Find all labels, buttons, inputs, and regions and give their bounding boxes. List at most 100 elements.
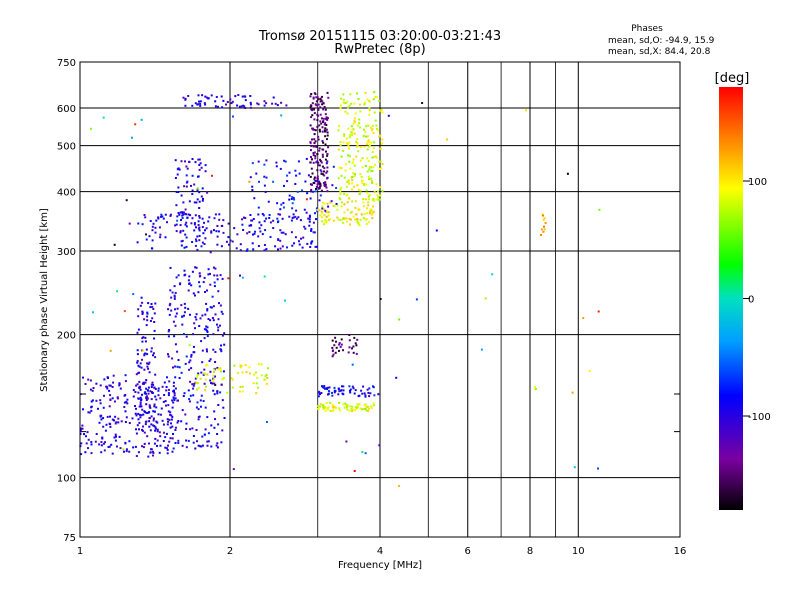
x-tick-label: 6 <box>465 546 471 557</box>
data-point <box>114 435 117 438</box>
y-tick-label: 750 <box>57 58 76 69</box>
data-point <box>342 389 345 392</box>
data-point <box>283 184 285 187</box>
data-point <box>244 107 247 109</box>
data-point <box>319 403 322 406</box>
data-point <box>100 418 103 421</box>
data-point <box>152 419 155 422</box>
data-point <box>322 117 325 120</box>
data-point <box>312 154 315 157</box>
data-point <box>108 422 111 425</box>
data-point <box>175 230 178 233</box>
data-point <box>181 315 184 318</box>
data-point <box>111 386 114 388</box>
data-point <box>189 359 192 362</box>
data-point <box>338 166 341 169</box>
data-point <box>149 390 152 393</box>
data-point <box>356 221 359 224</box>
data-point <box>379 186 382 189</box>
data-point <box>379 147 382 150</box>
data-point <box>164 400 167 403</box>
data-point <box>197 418 200 421</box>
data-point <box>95 399 98 402</box>
data-point <box>204 313 207 316</box>
data-point <box>313 179 316 182</box>
data-point <box>200 405 202 408</box>
data-point <box>573 466 576 469</box>
data-point <box>325 116 328 119</box>
data-point <box>337 387 340 390</box>
data-point <box>265 217 268 220</box>
data-point <box>116 396 119 399</box>
data-point <box>340 174 343 177</box>
data-point <box>312 221 315 224</box>
data-point <box>331 339 334 342</box>
data-point <box>325 171 328 174</box>
data-point <box>351 405 354 408</box>
data-point <box>149 306 152 309</box>
data-point <box>106 387 109 390</box>
data-point <box>157 389 160 392</box>
data-point <box>322 121 324 123</box>
data-point <box>192 333 195 336</box>
data-point <box>100 441 103 443</box>
data-point <box>370 209 373 212</box>
data-point <box>128 422 131 424</box>
data-point <box>164 436 167 439</box>
data-point <box>315 100 318 103</box>
data-point <box>280 231 283 234</box>
data-point <box>179 211 182 214</box>
data-point <box>174 291 177 294</box>
data-point <box>372 385 374 388</box>
data-point <box>209 306 212 309</box>
data-point <box>139 385 142 388</box>
data-point <box>277 213 280 216</box>
data-point <box>173 294 176 297</box>
data-point <box>194 327 196 330</box>
data-point <box>146 315 149 318</box>
x-tick-label: 2 <box>227 546 233 557</box>
data-point <box>216 392 219 395</box>
data-point <box>285 104 288 107</box>
data-point <box>128 222 131 225</box>
data-point <box>325 162 328 165</box>
data-point <box>154 427 157 430</box>
data-point <box>349 211 352 214</box>
data-point <box>137 364 140 367</box>
y-tick-label: 500 <box>57 142 76 153</box>
data-point <box>184 160 186 163</box>
data-point <box>210 445 213 448</box>
data-point <box>214 100 217 103</box>
data-point <box>197 372 200 375</box>
data-point <box>356 218 359 220</box>
data-point <box>125 448 128 451</box>
data-point <box>337 177 340 180</box>
data-point <box>379 134 382 137</box>
data-point <box>326 138 328 141</box>
data-point <box>165 432 168 435</box>
data-point <box>176 365 179 368</box>
data-point <box>185 225 188 228</box>
data-point <box>325 128 328 131</box>
data-point <box>365 207 368 210</box>
data-point <box>315 145 318 148</box>
data-point <box>140 118 143 121</box>
data-point <box>167 355 170 358</box>
data-point <box>343 217 346 220</box>
data-point <box>313 145 316 148</box>
data-point <box>326 153 329 156</box>
data-point <box>81 424 84 427</box>
data-point <box>170 418 173 421</box>
data-point <box>369 212 372 215</box>
data-point <box>183 274 186 277</box>
data-point <box>328 218 330 221</box>
data-point <box>156 428 159 431</box>
data-point <box>379 194 382 197</box>
data-point <box>183 392 186 395</box>
data-point <box>212 348 215 351</box>
data-point <box>325 215 328 218</box>
data-point <box>326 177 328 180</box>
data-point <box>350 125 353 128</box>
data-point <box>199 317 202 320</box>
data-point <box>148 417 151 420</box>
